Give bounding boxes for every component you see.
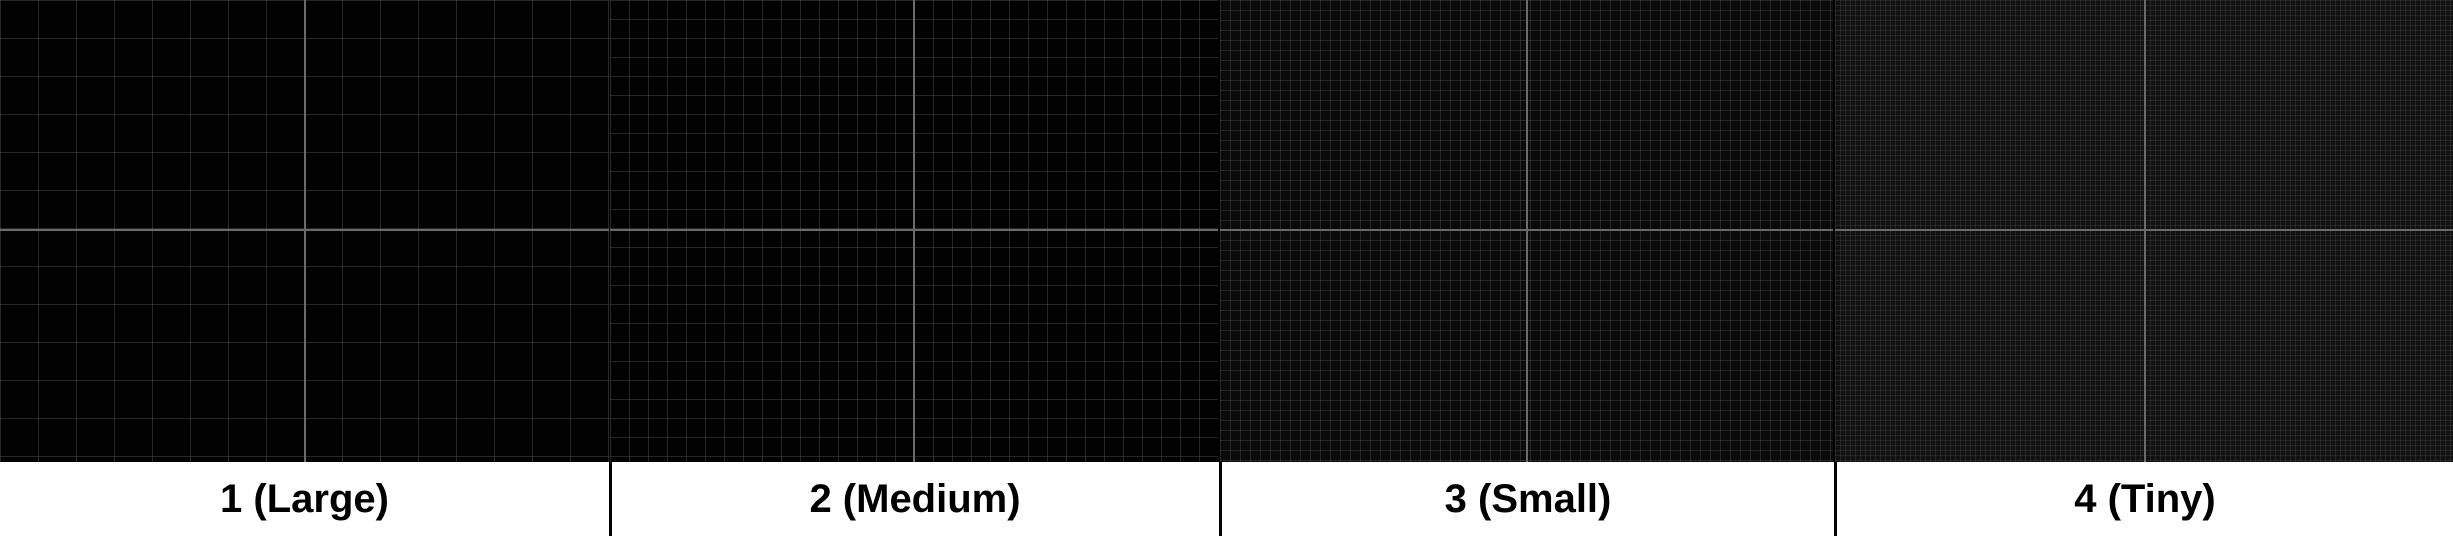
- label-divider: [1834, 462, 1837, 536]
- grid-panel-medium: [610, 0, 1218, 462]
- panel-label-tiny: 4 (Tiny): [2074, 476, 2216, 521]
- grid-panel-large: [0, 0, 609, 462]
- grid-comparison-strip: [0, 0, 2453, 462]
- label-divider: [609, 462, 612, 536]
- label-bar: 1 (Large) 2 (Medium) 3 (Small) 4 (Tiny): [0, 462, 2453, 536]
- label-divider: [1219, 462, 1222, 536]
- vertical-center-line: [2144, 0, 2146, 462]
- panel-label-large: 1 (Large): [220, 476, 389, 521]
- grid-panel-tiny: [1835, 0, 2453, 462]
- panel-label-medium: 2 (Medium): [809, 476, 1021, 521]
- grid-panel-small: [1220, 0, 1833, 462]
- vertical-center-line: [1526, 0, 1528, 462]
- vertical-center-line: [304, 0, 306, 462]
- panel-label-small: 3 (Small): [1444, 476, 1612, 521]
- vertical-center-line: [913, 0, 915, 462]
